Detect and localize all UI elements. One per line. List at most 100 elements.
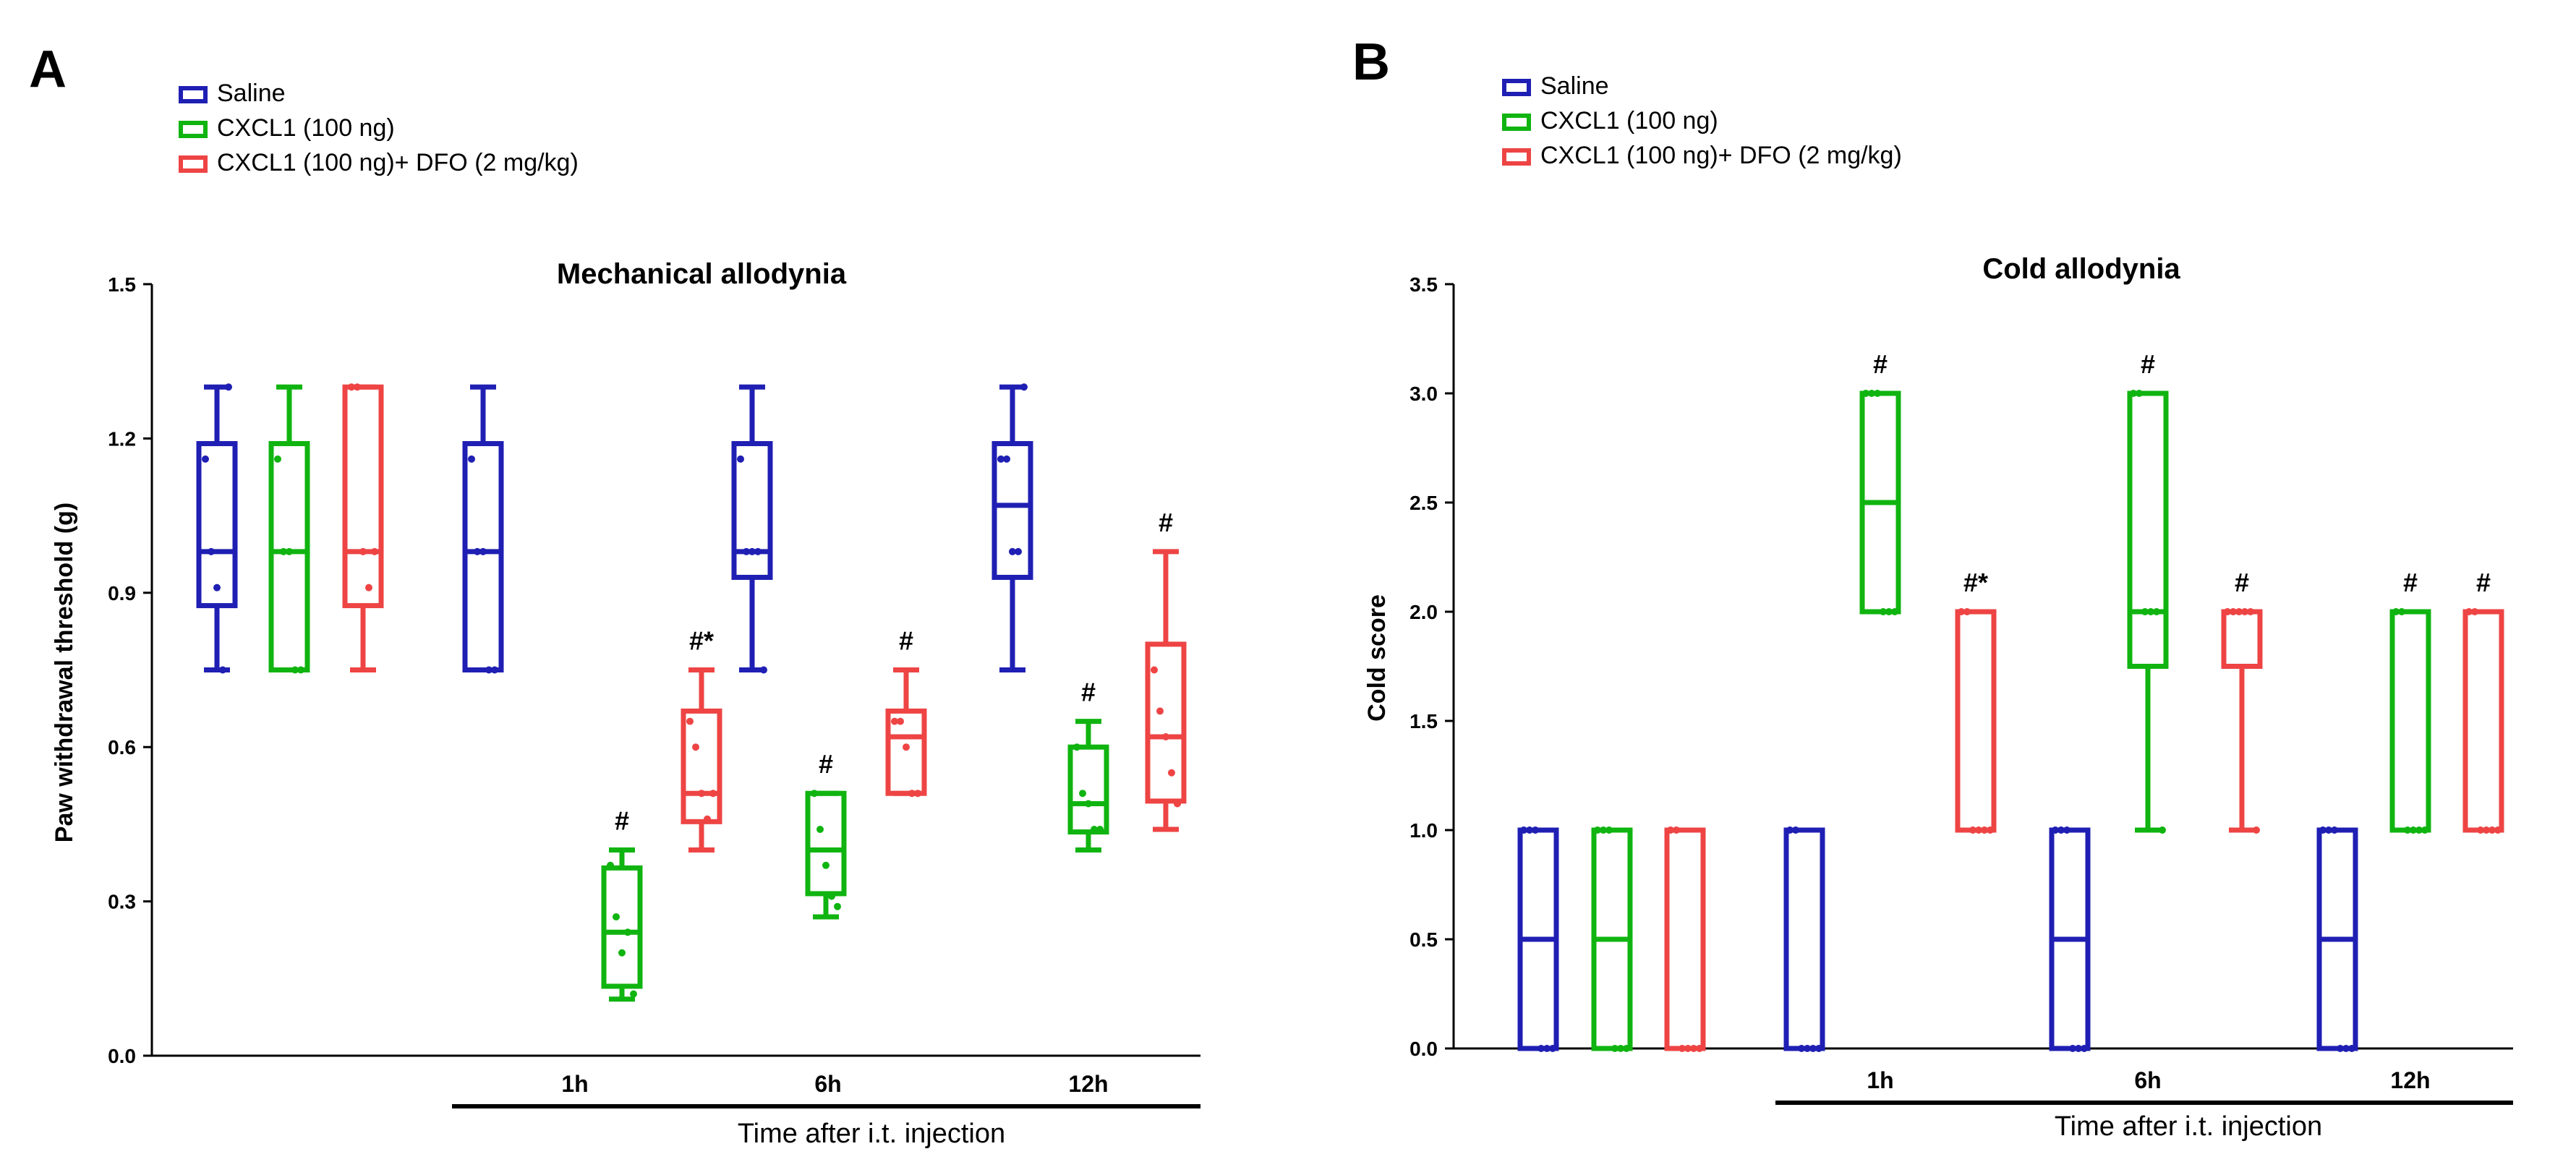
data-point <box>1815 1045 1822 1052</box>
box-b-2-1: #* <box>1955 568 1997 834</box>
data-point <box>286 547 293 555</box>
data-point <box>749 547 756 555</box>
data-point <box>1667 826 1674 834</box>
box-b-0-1 <box>1783 826 1825 1052</box>
data-point <box>1611 1045 1618 1052</box>
box-body <box>196 441 238 609</box>
data-point <box>754 547 762 555</box>
y-tick-label: 0.9 <box>108 582 136 604</box>
box-a-0-0 <box>196 383 238 674</box>
box-body <box>1783 827 1825 1051</box>
data-point <box>2057 826 2065 834</box>
box-body <box>268 441 310 672</box>
box-body <box>342 384 384 609</box>
significance-annotation: #* <box>1963 568 1988 597</box>
data-point <box>371 547 378 555</box>
x-category-label: 6h <box>2134 1067 2161 1093</box>
box-a-2-0 <box>342 383 384 672</box>
legend-swatch <box>1502 148 1531 166</box>
legend-label: CXCL1 (100 ng) <box>217 114 395 142</box>
data-point <box>2494 826 2502 834</box>
legend-label: CXCL1 (100 ng)+ DFO (2 mg/kg) <box>1540 142 1902 169</box>
data-point <box>354 383 361 391</box>
data-point <box>479 547 487 555</box>
data-point <box>1091 826 1098 834</box>
box-b-0-0 <box>1517 826 1559 1052</box>
box-b-1-3: # <box>2389 568 2431 834</box>
chart-a-ylabel: Paw withdrawal threshold (g) <box>51 503 78 842</box>
box-b-2-0 <box>1664 826 1706 1052</box>
data-point <box>1543 1045 1551 1052</box>
significance-annotation: # <box>2141 349 2155 379</box>
box-body <box>731 441 773 580</box>
legend-swatch <box>179 121 208 138</box>
data-point <box>997 455 1005 463</box>
data-point <box>1690 1045 1697 1052</box>
y-tick-label: 0.3 <box>108 891 136 913</box>
y-tick-label: 0.0 <box>1409 1038 1438 1060</box>
data-point <box>2477 826 2484 834</box>
data-point <box>2063 826 2070 834</box>
data-point <box>1015 547 1022 555</box>
data-point <box>2241 608 2248 615</box>
data-point <box>1538 1045 1545 1052</box>
data-point <box>760 666 767 674</box>
x-category-label: 1h <box>561 1071 588 1097</box>
data-point <box>1786 826 1794 834</box>
data-point <box>1156 707 1164 715</box>
legend-label: Saline <box>217 80 286 107</box>
data-point <box>219 666 226 674</box>
y-tick-label: 1.0 <box>1409 819 1438 842</box>
box-a-0-2 <box>731 384 773 674</box>
data-point <box>1594 826 1601 834</box>
box-b-1-0 <box>1591 826 1633 1052</box>
legend-swatch <box>179 155 208 173</box>
significance-annotation: # <box>1873 349 1888 379</box>
data-point <box>2147 608 2154 615</box>
significance-annotation: # <box>2235 568 2249 597</box>
data-point <box>1874 390 1881 397</box>
box-body <box>2389 609 2431 833</box>
data-point <box>2136 390 2143 397</box>
data-point <box>1073 743 1080 751</box>
data-point <box>1549 1045 1556 1052</box>
chart-b-title: Cold allodynia <box>1982 253 2180 285</box>
legend-label: CXCL1 (100 ng)+ DFO (2 mg/kg) <box>217 149 579 176</box>
data-point <box>2319 826 2326 834</box>
significance-annotation: # <box>2403 568 2418 597</box>
data-point <box>1975 826 1982 834</box>
box-body <box>2127 390 2169 669</box>
significance-annotation: # <box>1159 508 1173 537</box>
data-point <box>297 666 304 674</box>
data-point <box>903 743 910 751</box>
data-point <box>1532 826 1539 834</box>
box-a-1-2: # <box>805 749 847 920</box>
data-point <box>891 717 898 725</box>
data-point <box>2415 826 2423 834</box>
data-point <box>692 743 699 751</box>
data-point <box>1969 826 1976 834</box>
data-point <box>2247 608 2254 615</box>
box-a-1-3: # <box>1067 678 1109 853</box>
data-point <box>2337 1045 2344 1052</box>
data-point <box>2230 608 2237 615</box>
data-point <box>1981 826 1988 834</box>
data-point <box>1520 826 1527 834</box>
data-point <box>2488 826 2496 834</box>
box-body <box>885 708 927 796</box>
box-a-0-3 <box>991 383 1033 672</box>
data-point <box>1804 1045 1811 1052</box>
data-point <box>2471 608 2478 615</box>
data-point <box>2159 826 2166 834</box>
x-category-label: 1h <box>1867 1067 1893 1093</box>
data-point <box>1696 1045 1703 1052</box>
box-body <box>1664 827 1706 1051</box>
data-point <box>816 826 824 834</box>
data-point <box>613 913 620 920</box>
y-tick-label: 3.5 <box>1409 273 1438 296</box>
data-point <box>686 717 694 725</box>
box-body <box>462 441 504 672</box>
chart-a-title: Mechanical allodynia <box>557 258 847 290</box>
data-point <box>1958 608 1965 615</box>
